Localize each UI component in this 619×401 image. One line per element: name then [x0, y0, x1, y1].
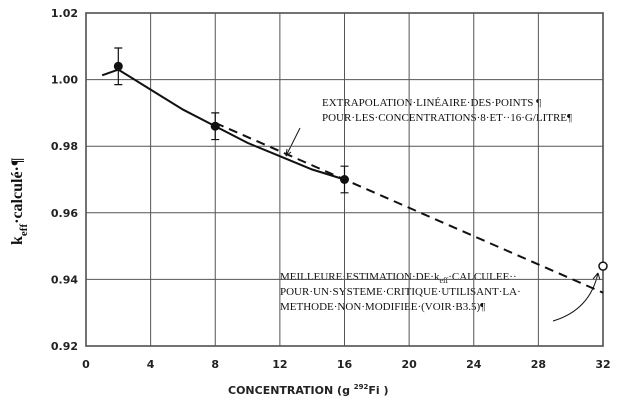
annotation: METHODE·NON·MODIFIEE·(VOIR·B3.5)¶ [280, 301, 485, 313]
x-tick-label: 24 [466, 358, 482, 371]
annotation: POUR·UN·SYSTEME·CRITIQUE·UTILISANT·LA· [280, 286, 521, 298]
y-label-sub: eff [18, 224, 30, 237]
y-axis-label: keff·calculé·¶ [9, 157, 30, 245]
y-tick-label: 0.94 [51, 273, 78, 286]
x-tick-label: 28 [531, 358, 546, 371]
extrapolation-line [214, 121, 604, 294]
data-point [210, 121, 220, 131]
data-point [340, 175, 349, 184]
annotation-part: MEILLEURE·ESTIMATION·DE·k [280, 271, 440, 283]
x-axis-label: CONCENTRATION (g 292Fi ) [228, 383, 389, 397]
x-tick-label: 0 [82, 358, 90, 371]
annotation: MEILLEURE·ESTIMATION·DE·keff·CALCULEE·· [280, 271, 517, 285]
annotation-part: ·CALCULEE·· [448, 271, 516, 283]
x-tick-label: 8 [211, 358, 219, 371]
x-tick-label: 20 [401, 358, 417, 371]
best-estimate-point [598, 261, 608, 271]
x-tick-label: 4 [147, 358, 155, 371]
annotation: EXTRAPOLATION·LINÉAIRE·DES·POINTS ¶ [322, 97, 541, 109]
arrow [285, 127, 301, 157]
data-point [113, 61, 123, 71]
y-label-part: ·calculé·¶ [9, 157, 26, 223]
x-label-part: CONCENTRATION (g [228, 384, 354, 397]
y-tick-label: 0.92 [51, 340, 78, 353]
fit-line [101, 68, 345, 181]
y-tick-label: 0.98 [51, 140, 78, 153]
x-label-sup: 292 [354, 383, 369, 391]
y-tick-label: 0.96 [51, 207, 78, 220]
x-tick-label: 16 [337, 358, 353, 371]
annotation: POUR·LES·CONCENTRATIONS·8·ET··16·G/LITRE… [322, 112, 572, 124]
x-tick-label: 32 [595, 358, 610, 371]
annotation-sub: eff [439, 276, 448, 285]
y-tick-label: 1.02 [51, 7, 78, 20]
x-tick-label: 12 [272, 358, 287, 371]
arrow-head [592, 272, 601, 281]
y-label-part: k [9, 236, 26, 245]
x-label-part: Fi ) [368, 384, 388, 397]
y-tick-label: 1.00 [51, 74, 78, 87]
